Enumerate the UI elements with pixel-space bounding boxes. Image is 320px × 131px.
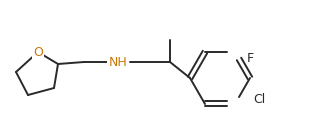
Text: F: F: [247, 51, 254, 65]
Text: NH: NH: [108, 56, 127, 69]
Text: Cl: Cl: [253, 94, 265, 107]
Text: O: O: [33, 45, 43, 59]
